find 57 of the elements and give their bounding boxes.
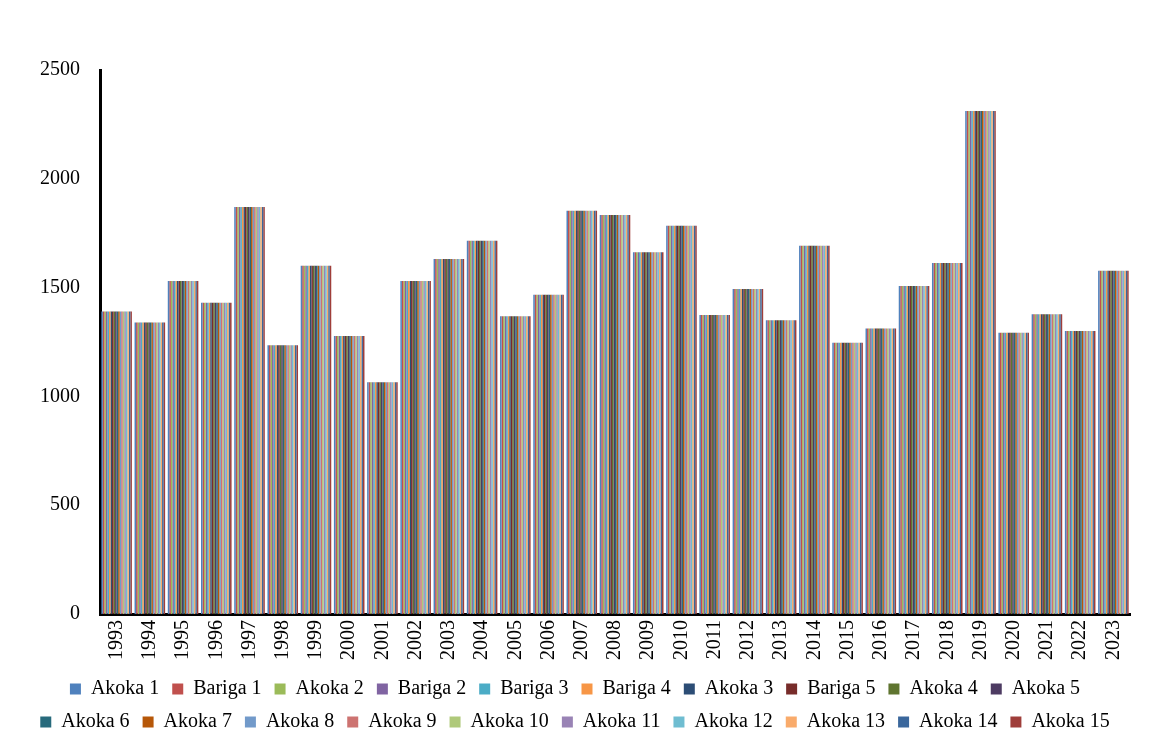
legend-label: Akoka 8 (265, 709, 335, 732)
x-tick-label: 2019 (967, 620, 990, 660)
y-tick-label: 2000 (40, 166, 80, 189)
legend-label: Akoka 6 (61, 709, 130, 732)
legend-label: Bariga 4 (602, 676, 671, 700)
x-tick-label: 2012 (735, 620, 758, 660)
legend-label: Akoka 15 (1031, 709, 1110, 732)
x-tick-label: 1994 (137, 620, 160, 660)
x-tick-label: 2011 (701, 620, 724, 660)
x-tick-label: 2010 (668, 620, 691, 660)
legend-label: Bariga 2 (397, 676, 467, 700)
legend-label: Akoka 4 (909, 676, 978, 699)
legend-label: Akoka 1 (90, 676, 160, 699)
x-tick-label: 1993 (103, 620, 126, 660)
x-tick-label: 2015 (834, 620, 857, 660)
y-tick-label: 500 (50, 492, 80, 515)
legend-label: Akoka 13 (806, 709, 886, 732)
y-tick-label: 0 (70, 601, 80, 624)
legend-label: Akoka 14 (919, 709, 998, 732)
x-tick-label: 1995 (170, 620, 193, 660)
x-tick-label: 2008 (602, 620, 625, 660)
x-tick-label: 2004 (469, 620, 492, 660)
legend-label: Akoka 3 (704, 676, 774, 699)
x-tick-label: 2003 (436, 620, 459, 660)
legend-label: Bariga 5 (807, 676, 876, 700)
x-tick-label: 2005 (502, 620, 525, 660)
legend-label: Akoka 9 (368, 709, 437, 732)
legend-label: Akoka 5 (1011, 676, 1081, 699)
x-tick-label: 1999 (303, 620, 326, 660)
legend-label: Bariga 1 (193, 676, 262, 700)
x-tick-label: 2014 (801, 620, 824, 660)
x-tick-label: 2000 (336, 620, 359, 660)
legend-label: Bariga 3 (500, 676, 569, 700)
x-tick-label: 2002 (402, 620, 425, 660)
x-tick-label: 1996 (203, 620, 226, 660)
y-tick-label: 1000 (40, 383, 80, 406)
legend-label: Akoka 11 (582, 709, 661, 732)
x-tick-label: 2016 (868, 620, 891, 660)
x-tick-label: 1997 (236, 620, 259, 660)
x-tick-label: 2006 (535, 620, 558, 660)
legend-label: Akoka 7 (163, 709, 232, 732)
x-tick-label: 2017 (901, 620, 924, 660)
legend-label: Akoka 2 (295, 676, 364, 699)
x-tick-label: 2018 (934, 620, 957, 660)
x-tick-label: 2023 (1100, 620, 1123, 660)
x-tick-label: 2021 (1034, 620, 1057, 660)
x-tick-label: 2020 (1000, 620, 1023, 660)
legend-label: Akoka 10 (470, 709, 549, 732)
y-tick-label: 1500 (40, 274, 80, 297)
x-tick-label: 2001 (369, 620, 392, 660)
x-tick-label: 2013 (768, 620, 791, 660)
x-tick-label: 1998 (269, 620, 292, 660)
x-tick-label: 2022 (1067, 620, 1090, 660)
legend-label: Akoka 12 (694, 709, 773, 732)
y-tick-label: 2500 (40, 57, 80, 80)
x-tick-label: 2009 (635, 620, 658, 660)
x-tick-label: 2007 (569, 620, 592, 660)
